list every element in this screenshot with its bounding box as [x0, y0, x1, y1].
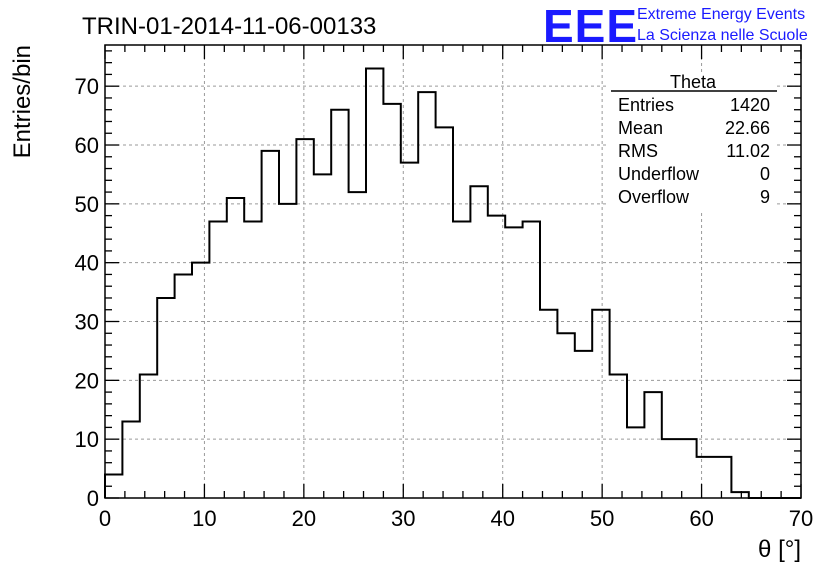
histogram-bin-17 — [401, 163, 418, 498]
x-tick-label: 40 — [490, 506, 514, 531]
histogram-bin-5 — [192, 263, 209, 498]
histogram-bin-33 — [679, 439, 696, 498]
histogram-bin-10 — [279, 204, 296, 498]
histogram-bin-13 — [331, 110, 348, 498]
y-tick-label: 20 — [75, 368, 99, 393]
histogram-bin-12 — [314, 174, 331, 498]
y-tick-label: 50 — [75, 192, 99, 217]
histogram-bin-26 — [557, 333, 574, 498]
histogram-bin-36 — [731, 492, 748, 498]
x-tick-labels: 0 10 20 30 40 50 60 70 — [99, 506, 813, 531]
histogram-bin-9 — [262, 151, 279, 498]
eee-logo: EEE Extreme Energy Events La Scienza nel… — [543, 0, 808, 52]
chart-title: TRIN-01-2014-11-06-00133 — [82, 13, 376, 40]
histogram-bin-18 — [418, 92, 435, 498]
stats-title: Theta — [670, 72, 717, 92]
histogram-bin-25 — [540, 310, 557, 498]
histogram-bin-6 — [209, 221, 226, 498]
histogram-bin-27 — [575, 351, 592, 498]
histogram-bin-16 — [383, 104, 400, 498]
stats-row-label: Underflow — [618, 164, 700, 184]
histogram-bin-32 — [662, 439, 679, 498]
axes — [104, 44, 802, 499]
stats-row-value: 0 — [760, 164, 770, 184]
stats-box-background — [609, 72, 777, 210]
histogram-bin-11 — [296, 139, 313, 498]
x-tick-label: 50 — [590, 506, 614, 531]
histogram-bin-35 — [714, 457, 731, 498]
stats-rows: Entries 1420 Mean 22.66 RMS 11.02 Underflow 0 Ov… — [618, 95, 770, 207]
histogram-bin-34 — [697, 457, 714, 498]
stats-row-label: Mean — [618, 118, 663, 138]
histogram-bin-2 — [140, 374, 157, 498]
histogram-bin-29 — [610, 374, 627, 498]
stats-row-label: Entries — [618, 95, 674, 115]
histogram-bin-14 — [349, 192, 366, 498]
x-tick-label: 60 — [689, 506, 713, 531]
x-tick-label: 20 — [292, 506, 316, 531]
y-tick-label: 60 — [75, 133, 99, 158]
x-tick-label: 0 — [99, 506, 111, 531]
histogram-bin-28 — [592, 310, 609, 498]
histogram-bin-20 — [453, 221, 470, 498]
x-tick-label: 10 — [192, 506, 216, 531]
histogram-bin-4 — [175, 274, 192, 498]
histogram-bin-1 — [122, 422, 139, 498]
y-tick-label: 40 — [75, 251, 99, 276]
x-tick-label: 30 — [391, 506, 415, 531]
y-tick-label: 10 — [75, 427, 99, 452]
logo-letters: EEE — [543, 0, 638, 52]
stats-row-value: 22.66 — [725, 118, 770, 138]
histogram-bin-23 — [505, 227, 522, 498]
plot-frame — [104, 44, 802, 499]
histogram-bin-19 — [436, 127, 453, 498]
stats-row-value: 9 — [760, 187, 770, 207]
logo-line-2: La Scienza nelle Scuole — [637, 27, 808, 44]
logo-line-1: Extreme Energy Events — [637, 6, 805, 23]
y-tick-label: 70 — [75, 74, 99, 99]
histogram-bars — [104, 67, 801, 499]
stats-row-label: Overflow — [618, 187, 690, 207]
x-axis-label: θ [°] — [758, 536, 801, 563]
histogram-bin-24 — [523, 221, 540, 498]
histogram-outline — [104, 67, 801, 499]
histogram-bin-7 — [227, 198, 244, 498]
y-tick-label: 30 — [75, 310, 99, 335]
histogram-bin-30 — [627, 427, 644, 498]
histogram-bin-15 — [366, 69, 383, 498]
y-axis-label: Entries/bin — [9, 45, 36, 158]
histogram-bin-3 — [157, 298, 174, 498]
stats-box: Theta Entries 1420 Mean 22.66 RMS 11.02 Underf… — [609, 72, 777, 210]
x-tick-label: 70 — [789, 506, 813, 531]
histogram-bin-8 — [244, 221, 261, 498]
stats-row-value: 11.02 — [726, 141, 770, 161]
stats-row-value: 1420 — [730, 95, 770, 115]
stats-row-label: RMS — [618, 141, 658, 161]
histogram-bin-22 — [488, 216, 505, 498]
histogram-bin-21 — [470, 186, 487, 498]
y-tick-labels: 0 10 20 30 40 50 60 70 — [75, 74, 99, 511]
histogram-bin-31 — [644, 392, 661, 498]
y-tick-label: 0 — [87, 486, 99, 511]
